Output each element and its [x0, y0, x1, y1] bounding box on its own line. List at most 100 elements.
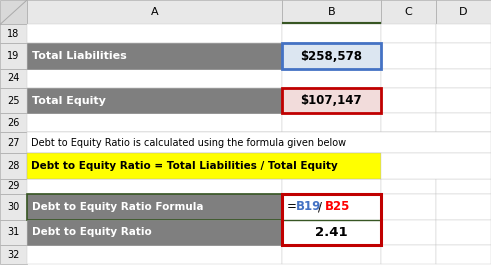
Text: 24: 24: [7, 73, 20, 83]
Bar: [27, 220, 282, 245]
Bar: [27, 153, 282, 179]
Bar: [27, 179, 282, 194]
Bar: [282, 153, 381, 179]
Text: $107,147: $107,147: [300, 94, 362, 107]
Bar: [381, 69, 436, 88]
Bar: [27, 194, 282, 220]
Bar: [27, 88, 282, 113]
Bar: [0, 245, 27, 264]
Bar: [436, 245, 491, 264]
Text: 2.41: 2.41: [315, 226, 348, 239]
Text: Total Equity: Total Equity: [32, 96, 106, 106]
Text: 25: 25: [7, 96, 20, 106]
Bar: [0, 113, 27, 132]
Bar: [282, 113, 381, 132]
Bar: [0, 194, 27, 220]
Text: Debt to Equity Ratio Formula: Debt to Equity Ratio Formula: [32, 202, 203, 212]
Bar: [0, 88, 27, 113]
Bar: [282, 245, 381, 264]
Bar: [282, 132, 381, 153]
Bar: [27, 88, 282, 113]
Bar: [0, 0, 27, 24]
Bar: [282, 220, 381, 245]
Bar: [436, 194, 491, 220]
Text: /: /: [318, 200, 322, 213]
Bar: [381, 113, 436, 132]
Text: 31: 31: [7, 227, 20, 237]
Text: D: D: [459, 7, 468, 17]
Bar: [436, 43, 491, 69]
Text: 29: 29: [7, 182, 20, 191]
Bar: [381, 194, 436, 220]
Text: =: =: [287, 200, 297, 213]
Bar: [27, 132, 282, 153]
Bar: [27, 153, 381, 179]
Bar: [27, 194, 282, 220]
Bar: [436, 69, 491, 88]
Bar: [0, 153, 27, 179]
Bar: [282, 69, 381, 88]
Text: $258,578: $258,578: [300, 50, 362, 63]
Bar: [381, 153, 491, 179]
Bar: [282, 24, 381, 43]
Bar: [27, 113, 282, 132]
Text: Total Liabilities: Total Liabilities: [32, 51, 127, 61]
Bar: [381, 245, 436, 264]
Bar: [381, 43, 436, 69]
Bar: [381, 179, 436, 194]
Bar: [282, 194, 381, 220]
Bar: [282, 194, 381, 245]
Text: Debt to Equity Ratio: Debt to Equity Ratio: [32, 227, 152, 237]
Text: 27: 27: [7, 138, 20, 148]
Bar: [436, 132, 491, 153]
Bar: [436, 220, 491, 245]
Text: 26: 26: [7, 118, 20, 128]
Bar: [436, 24, 491, 43]
Text: B19: B19: [296, 200, 322, 213]
Text: 32: 32: [7, 250, 20, 260]
Bar: [27, 69, 282, 88]
Bar: [27, 43, 282, 69]
Bar: [27, 0, 282, 24]
Text: Debt to Equity Ratio = Total Liabilities / Total Equity: Debt to Equity Ratio = Total Liabilities…: [31, 161, 338, 171]
Bar: [436, 88, 491, 113]
Bar: [282, 194, 381, 245]
Text: 30: 30: [7, 202, 20, 212]
Bar: [0, 220, 27, 245]
Bar: [436, 179, 491, 194]
Bar: [27, 24, 282, 43]
Bar: [282, 88, 381, 113]
Bar: [381, 132, 436, 153]
Text: B: B: [327, 7, 335, 17]
Bar: [436, 113, 491, 132]
Text: A: A: [151, 7, 159, 17]
Text: B25: B25: [325, 200, 350, 213]
Bar: [282, 43, 381, 69]
Bar: [0, 179, 27, 194]
Bar: [381, 0, 436, 24]
Bar: [27, 43, 282, 69]
Bar: [282, 179, 381, 194]
Bar: [381, 88, 436, 113]
Bar: [282, 43, 381, 69]
Bar: [0, 132, 27, 153]
Bar: [282, 0, 381, 24]
Text: 18: 18: [7, 29, 20, 39]
Bar: [27, 132, 491, 153]
Bar: [436, 153, 491, 179]
Bar: [27, 220, 282, 245]
Bar: [0, 24, 27, 43]
Bar: [282, 22, 381, 24]
Bar: [27, 245, 282, 264]
Bar: [381, 220, 436, 245]
Bar: [381, 153, 436, 179]
Text: Debt to Equity Ratio is calculated using the formula given below: Debt to Equity Ratio is calculated using…: [31, 138, 346, 148]
Text: C: C: [405, 7, 412, 17]
Text: 19: 19: [7, 51, 20, 61]
Bar: [0, 43, 27, 69]
Bar: [282, 88, 381, 113]
Bar: [381, 24, 436, 43]
Bar: [0, 69, 27, 88]
Text: 28: 28: [7, 161, 20, 171]
Bar: [436, 0, 491, 24]
